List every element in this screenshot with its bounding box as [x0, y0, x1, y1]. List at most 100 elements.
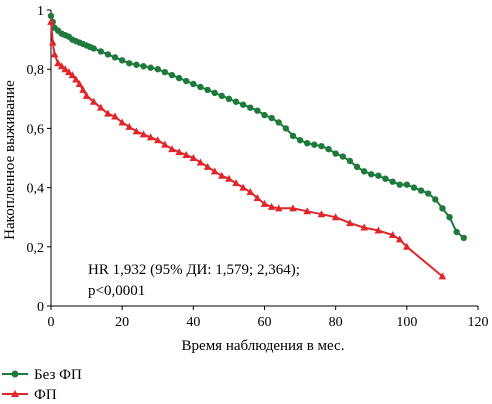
x-tick-label: 80 [329, 315, 343, 330]
legend-marker-triangle [11, 390, 19, 397]
data-point [126, 60, 133, 67]
data-point [89, 97, 98, 105]
data-point [296, 137, 304, 144]
axes: 0 20 40 60 80 100 120 0 0,2 0,4 0,6 0,8 1 [27, 4, 489, 330]
data-point [203, 162, 212, 170]
data-point [79, 85, 87, 93]
data-point [183, 77, 190, 85]
data-point [182, 151, 191, 159]
data-point [225, 174, 233, 182]
data-point [75, 80, 84, 87]
data-point [64, 68, 73, 76]
data-point [438, 272, 447, 280]
data-point [289, 132, 297, 139]
data-point [54, 59, 62, 67]
annotation-line-1: HR 1,932 (95% ДИ: 1,579; 2,364); [88, 262, 300, 278]
data-point [353, 163, 361, 171]
data-point [161, 68, 169, 76]
data-point [375, 172, 382, 179]
data-point [395, 235, 404, 243]
data-point [346, 219, 354, 227]
data-point [118, 57, 126, 64]
data-point [246, 188, 255, 196]
y-tick-label: 0,2 [27, 241, 45, 256]
data-point [97, 48, 105, 55]
data-point [388, 230, 397, 238]
data-point [72, 75, 80, 83]
data-point [339, 153, 346, 160]
x-tick-label: 40 [186, 315, 200, 330]
data-point [232, 98, 240, 105]
y-axis-title: Накопленное выживание [2, 80, 18, 240]
data-point [289, 204, 297, 212]
data-point [111, 112, 119, 120]
data-point [260, 199, 269, 207]
data-point [304, 140, 311, 147]
series-line [50, 15, 465, 239]
legend-item-af: ФП [2, 387, 57, 403]
data-point [210, 167, 219, 175]
data-point [111, 54, 119, 61]
x-tick-label: 100 [396, 315, 417, 330]
data-point [403, 242, 411, 250]
data-point [325, 145, 332, 153]
series-line [50, 21, 444, 278]
data-point [318, 142, 325, 150]
data-point [368, 171, 375, 178]
data-point [197, 83, 204, 91]
y-tick-label: 0,6 [27, 122, 45, 137]
data-point [190, 80, 197, 88]
data-point [424, 190, 432, 197]
data-point [225, 95, 233, 103]
data-point [196, 158, 205, 166]
data-point [331, 213, 340, 221]
y-tick-label: 0,8 [27, 63, 45, 78]
data-point [232, 179, 240, 187]
data-point [154, 66, 161, 73]
data-point [254, 107, 261, 114]
data-point [282, 125, 290, 132]
data-point [90, 45, 97, 52]
data-point [139, 130, 148, 138]
data-point [48, 38, 57, 46]
data-point [175, 148, 183, 156]
data-point [360, 223, 368, 231]
data-point [303, 207, 311, 215]
data-point [374, 226, 383, 234]
data-point [253, 193, 262, 201]
data-point [332, 150, 339, 157]
data-point [50, 50, 59, 58]
data-point [410, 184, 418, 191]
data-point [68, 71, 77, 79]
data-point [396, 181, 403, 188]
y-tick-label: 1 [37, 4, 44, 19]
data-point [140, 63, 147, 70]
data-point [175, 74, 183, 82]
legend-label-no-af: Без ФП [34, 367, 82, 383]
data-point [275, 119, 282, 126]
data-point [147, 64, 154, 71]
data-point [311, 141, 318, 148]
data-point [403, 181, 411, 188]
legend-label-af: ФП [34, 387, 57, 403]
data-point [47, 12, 55, 20]
data-point [432, 196, 439, 203]
data-point [382, 175, 389, 182]
data-point [104, 109, 112, 117]
data-point [61, 65, 70, 73]
data-point [211, 89, 218, 97]
data-point [239, 183, 247, 191]
x-tick-label: 60 [258, 315, 272, 330]
data-point [161, 140, 169, 148]
data-point [389, 178, 396, 185]
data-point [446, 214, 453, 221]
data-point [189, 154, 198, 161]
data-point [168, 71, 176, 79]
data-point [146, 133, 155, 141]
y-tick-label: 0 [37, 300, 44, 315]
series-layer [47, 12, 467, 280]
data-point [247, 104, 254, 111]
data-point [268, 114, 275, 122]
data-point [317, 210, 326, 218]
